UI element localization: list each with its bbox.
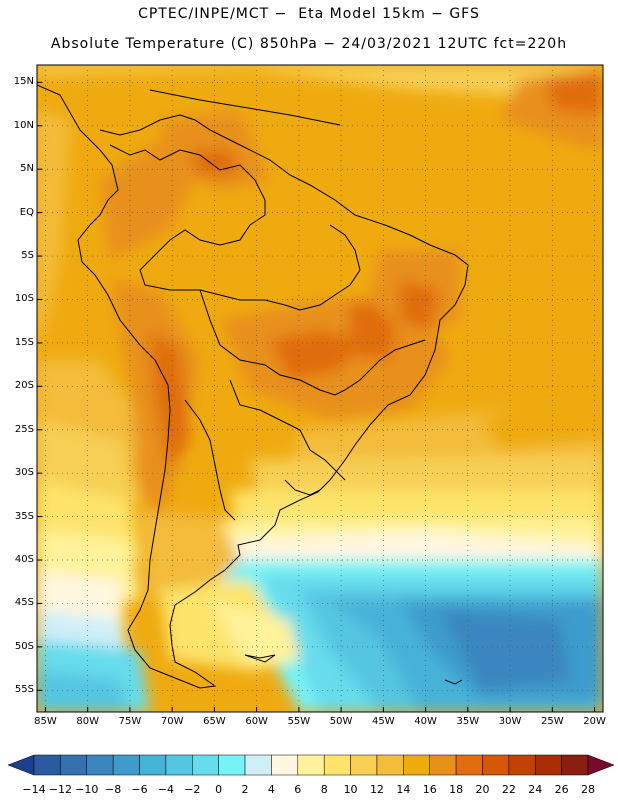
lon-label: 75W (118, 716, 142, 727)
lat-label: 10N (13, 119, 34, 131)
colorbar-label: 28 (581, 783, 595, 796)
colorbar-swatch (376, 754, 404, 776)
lon-label: 50W (329, 716, 353, 727)
colorbar-label: −12 (48, 783, 72, 796)
colorbar-swatch (86, 754, 114, 776)
colorbar-swatch (192, 754, 219, 776)
colorbar-label: 4 (267, 783, 275, 796)
lon-label: 40W (414, 716, 437, 727)
colorbar-swatch (33, 754, 61, 776)
colorbar-swatch (508, 754, 536, 776)
colorbar-swatch (218, 754, 246, 776)
colorbar-label: 2 (241, 783, 249, 796)
colorbar-swatch (534, 754, 562, 776)
colorbar-swatch (455, 754, 483, 776)
colorbar-label: 12 (369, 783, 384, 796)
lon-label: 55W (287, 716, 311, 727)
lat-label: 30S (14, 467, 34, 479)
lat-label: 15S (14, 336, 34, 348)
colorbar-label: 22 (501, 783, 516, 796)
colorbar-label: 0 (215, 783, 223, 796)
lon-label: 45W (372, 716, 395, 727)
colorbar-label: −14 (22, 783, 46, 796)
lon-label: 30W (498, 716, 522, 727)
colorbar-swatch (244, 754, 272, 776)
colorbar-label: −10 (75, 783, 99, 796)
colorbar-swatch (403, 754, 430, 776)
lon-label: 65W (203, 716, 226, 727)
colorbar-swatch (60, 754, 88, 776)
lon-label: 25W (541, 716, 564, 727)
lat-label: 5N (20, 163, 34, 175)
colorbar-label: 18 (449, 783, 464, 796)
colorbar-swatch (271, 754, 299, 776)
lon-label: 20W (583, 716, 606, 727)
colorbar-label: 20 (475, 783, 490, 796)
lat-label: 55S (14, 684, 34, 696)
colorbar-label: 16 (422, 783, 437, 796)
lat-label: 5S (21, 250, 34, 262)
colorbar-swatch (323, 754, 351, 776)
colorbar-label: 26 (554, 783, 569, 796)
lat-label: 50S (14, 640, 34, 652)
colorbar-label: 14 (396, 783, 411, 796)
colorbar-label: 24 (528, 783, 543, 796)
colorbar-swatch (165, 754, 193, 776)
lat-label: EQ (19, 206, 34, 218)
colorbar-swatch (429, 754, 457, 776)
colorbar-label: −2 (184, 783, 201, 796)
lon-label: 70W (160, 716, 184, 727)
colorbar-swatch (139, 754, 167, 776)
colorbar-swatch (350, 754, 378, 776)
title-line-1: CPTEC/INPE/MCT − Eta Model 15km − GFS (138, 6, 480, 22)
colorbar (7, 754, 615, 776)
map-frame (36, 64, 604, 713)
lat-label: 25S (14, 423, 34, 435)
lon-label: 35W (456, 716, 480, 727)
colorbar-swatch (112, 754, 140, 776)
lat-label: 10S (14, 293, 34, 305)
lat-label: 35S (14, 510, 34, 522)
colorbar-label: 10 (343, 783, 358, 796)
colorbar-swatch (482, 754, 510, 776)
temperature-field (37, 65, 603, 712)
lon-label: 80W (76, 716, 99, 727)
lon-label: 85W (34, 716, 57, 727)
colorbar-label: −4 (157, 783, 174, 796)
lat-label: 20S (14, 380, 34, 392)
colorbar-label: −8 (105, 783, 122, 796)
lat-label: 40S (14, 554, 34, 566)
lat-label: 15N (13, 76, 34, 88)
colorbar-swatch (561, 754, 589, 776)
title-line-2: Absolute Temperature (C) 850hPa − 24/03/… (50, 36, 568, 52)
colorbar-max-triangle (587, 754, 615, 776)
colorbar-label: 6 (294, 783, 302, 796)
coastlines (37, 84, 469, 689)
colorbar-label: −6 (131, 783, 148, 796)
colorbar-swatch (297, 754, 325, 776)
colorbar-min-triangle (7, 754, 35, 776)
axis-ticks (37, 81, 596, 712)
lat-label: 45S (14, 597, 34, 609)
lon-label: 60W (245, 716, 268, 727)
colorbar-label: 8 (320, 783, 328, 796)
